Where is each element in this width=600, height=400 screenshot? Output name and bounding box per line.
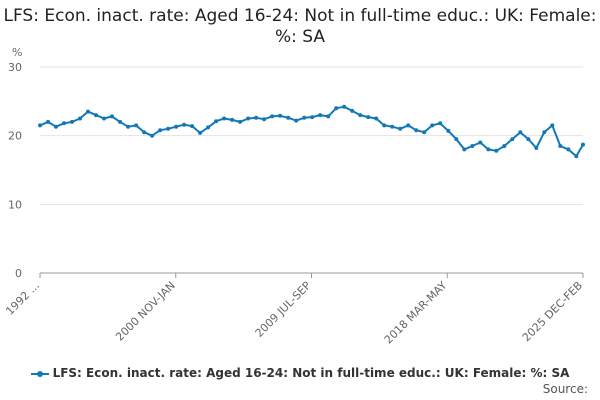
- data-point: [462, 147, 467, 152]
- data-point: [526, 137, 531, 142]
- data-point: [254, 115, 259, 120]
- data-point: [78, 116, 82, 121]
- data-point: [198, 130, 203, 135]
- data-point: [158, 128, 163, 133]
- data-point: [518, 130, 523, 135]
- data-point: [310, 115, 315, 120]
- data-point: [246, 116, 251, 121]
- data-point: [70, 119, 74, 124]
- data-point: [574, 154, 579, 159]
- data-point: [438, 121, 443, 126]
- data-point: [566, 147, 571, 152]
- legend[interactable]: LFS: Econ. inact. rate: Aged 16-24: Not …: [0, 366, 600, 380]
- data-point: [334, 106, 339, 111]
- data-point: [502, 144, 507, 148]
- data-point: [62, 121, 66, 126]
- y-tick-label: 20: [8, 130, 22, 143]
- data-point: [294, 118, 299, 123]
- data-point: [270, 114, 275, 119]
- data-point: [230, 117, 235, 122]
- data-point: [206, 125, 211, 130]
- data-point: [358, 113, 363, 118]
- data-point: [550, 123, 555, 128]
- data-point: [54, 124, 58, 129]
- data-point: [286, 115, 291, 120]
- data-point: [510, 137, 515, 142]
- data-point: [262, 117, 267, 122]
- data-point: [318, 113, 323, 118]
- source-label: Source:: [542, 382, 588, 396]
- data-point: [558, 144, 563, 148]
- data-point: [406, 123, 411, 128]
- data-point: [342, 104, 347, 109]
- series-line: [39, 105, 584, 158]
- data-point: [94, 113, 98, 118]
- data-point: [454, 137, 459, 142]
- axes: 0 10 20 30% 1992 ... 2000 NOV-JAN 2009 JUL-SEP…: [3, 46, 585, 347]
- data-point: [430, 123, 435, 128]
- data-point: [38, 123, 42, 128]
- data-point: [350, 108, 355, 113]
- data-point: [446, 128, 451, 133]
- y-tick-label: 10: [8, 198, 22, 211]
- y-tick-label: 0: [15, 267, 22, 280]
- data-point: [326, 114, 331, 119]
- data-point: [302, 115, 307, 120]
- data-point: [366, 115, 371, 120]
- data-point: [118, 119, 122, 124]
- data-point: [134, 123, 139, 128]
- y-tick-label: 30: [8, 61, 22, 74]
- data-point: [470, 144, 475, 148]
- y-axis-label: %: [12, 46, 22, 59]
- data-point: [278, 113, 283, 118]
- data-point: [102, 116, 106, 121]
- data-point: [214, 119, 219, 124]
- data-point: [422, 130, 427, 135]
- data-point: [494, 148, 499, 153]
- series-layer: [38, 104, 585, 159]
- x-tick-label: 2009 JUL-SEP: [253, 279, 314, 340]
- x-tick-label: 1992 ...: [3, 279, 42, 318]
- chart-title: LFS: Econ. inact. rate: Aged 16-24: Not …: [3, 6, 597, 47]
- data-point: [190, 124, 195, 129]
- data-point: [86, 109, 90, 114]
- data-point: [222, 116, 227, 121]
- data-point: [398, 126, 403, 131]
- data-point: [46, 119, 50, 124]
- data-point: [382, 123, 387, 128]
- x-tick-label: 2018 MAR-MAY: [382, 279, 450, 347]
- data-point: [238, 119, 243, 124]
- data-point: [374, 116, 379, 121]
- data-point: [174, 124, 179, 129]
- x-tick-label: 2025 DEC-FEB: [520, 279, 585, 344]
- legend-marker-icon: [30, 369, 49, 379]
- grid-lines: [40, 66, 583, 274]
- data-point: [126, 124, 131, 129]
- data-point: [150, 133, 155, 138]
- data-point: [581, 142, 585, 147]
- data-point: [182, 122, 187, 127]
- data-point: [166, 126, 171, 131]
- data-point: [478, 140, 483, 145]
- data-point: [110, 114, 114, 119]
- data-point: [542, 130, 547, 135]
- data-point: [486, 147, 491, 152]
- data-point: [534, 146, 539, 150]
- data-point: [142, 130, 147, 135]
- data-point: [414, 128, 419, 133]
- legend-label: LFS: Econ. inact. rate: Aged 16-24: Not …: [52, 366, 570, 380]
- data-point: [390, 124, 395, 129]
- x-tick-label: 2000 NOV-JAN: [113, 279, 178, 344]
